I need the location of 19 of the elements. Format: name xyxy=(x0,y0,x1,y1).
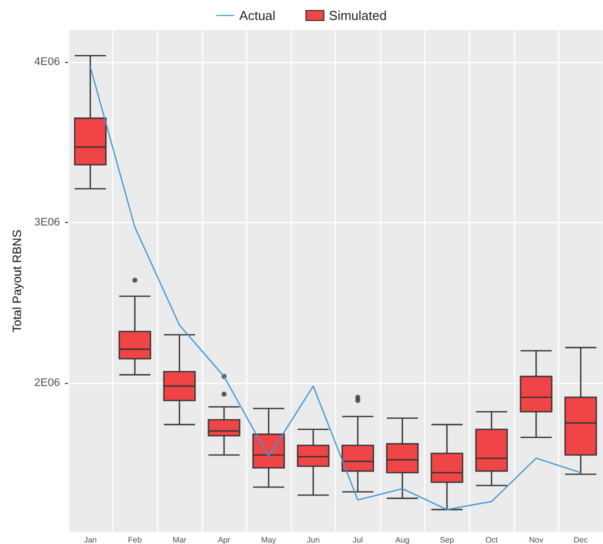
legend-label: Actual xyxy=(239,8,276,23)
legend-label: Simulated xyxy=(328,8,387,23)
line-series xyxy=(90,66,582,510)
y-axis-title: Total Payout RBNS xyxy=(10,230,24,332)
x-tick-label: Feb xyxy=(128,536,142,544)
y-tick-label: 2E06 xyxy=(34,376,60,389)
x-tick-label: Apr xyxy=(218,536,231,544)
x-tick-label: Sep xyxy=(440,536,455,544)
x-tick-label: Oct xyxy=(485,536,499,544)
x-tick-label: Aug xyxy=(395,536,410,544)
x-tick-label: Dec xyxy=(574,536,588,544)
x-tick-label: May xyxy=(261,536,276,544)
x-tick-label: Nov xyxy=(529,536,544,544)
x-tick-label: Jun xyxy=(306,536,320,544)
x-tick-label: Jan xyxy=(84,536,97,544)
y-tick-label: 4E06 xyxy=(34,56,60,68)
x-tick-label: Jul xyxy=(352,536,364,544)
y-tick-label: 3E06 xyxy=(34,216,60,228)
x-tick-label: Mar xyxy=(172,536,187,544)
